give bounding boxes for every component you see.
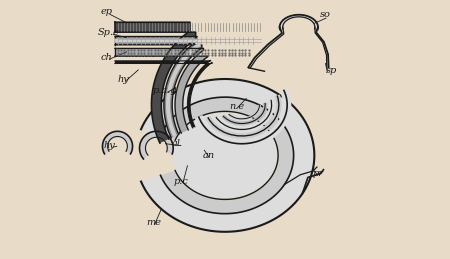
Polygon shape <box>115 22 196 143</box>
Polygon shape <box>115 60 212 128</box>
Text: hy: hy <box>117 75 129 84</box>
Text: so: so <box>320 10 330 19</box>
Text: p.c: p.c <box>173 177 188 186</box>
Polygon shape <box>161 97 294 214</box>
Text: ep: ep <box>101 7 112 16</box>
Polygon shape <box>103 131 133 154</box>
Text: sp: sp <box>326 66 337 75</box>
Polygon shape <box>115 39 201 137</box>
Ellipse shape <box>173 113 277 198</box>
Text: pr: pr <box>313 169 324 178</box>
Polygon shape <box>115 37 202 138</box>
Text: an: an <box>203 151 215 160</box>
Text: Sp.c: Sp.c <box>98 28 120 37</box>
Text: ch: ch <box>101 53 112 62</box>
Text: p.a.g: p.a.g <box>153 86 177 95</box>
Text: hy: hy <box>103 141 115 150</box>
Polygon shape <box>140 131 173 159</box>
Text: n.e: n.e <box>229 102 244 111</box>
Text: me: me <box>146 218 161 227</box>
Polygon shape <box>115 48 208 133</box>
Polygon shape <box>279 15 318 29</box>
Polygon shape <box>141 79 315 232</box>
Text: al: al <box>172 139 181 148</box>
